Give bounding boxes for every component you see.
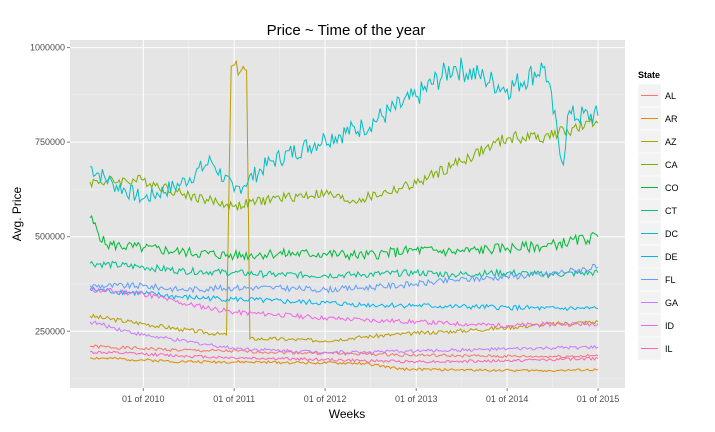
legend-item-id: ID xyxy=(637,313,675,338)
legend-title: State xyxy=(638,70,660,80)
legend-label: AZ xyxy=(665,137,677,147)
y-tick-label: 750000 xyxy=(35,137,65,147)
legend-item-dc: DC xyxy=(637,221,678,246)
legend: State AL AR AZ CA CO CT DC DE FL GA ID IL xyxy=(637,70,679,361)
legend-label: CT xyxy=(665,206,677,216)
series-line-il xyxy=(89,350,599,364)
x-tick-label: 01 of 2010 xyxy=(122,394,165,404)
plot-panel xyxy=(70,40,625,388)
y-axis: 250000 500000 750000 1000000 xyxy=(30,43,70,336)
legend-item-az: AZ xyxy=(637,129,677,154)
y-tick-label: 1000000 xyxy=(30,43,65,53)
x-tick-label: 01 of 2013 xyxy=(395,394,438,404)
series-line-ga xyxy=(89,320,599,355)
series-line-fl xyxy=(89,263,599,294)
x-tick-label: 01 of 2012 xyxy=(304,394,347,404)
y-tick-label: 250000 xyxy=(35,326,65,336)
series-line-ar xyxy=(89,356,599,373)
legend-item-al: AL xyxy=(637,83,676,108)
legend-item-il: IL xyxy=(637,336,673,361)
series-line-dc xyxy=(89,57,599,204)
chart-title: Price ~ Time of the year xyxy=(267,22,426,39)
x-tick-label: 01 of 2014 xyxy=(486,394,529,404)
legend-item-ga: GA xyxy=(637,290,678,315)
legend-items: AL AR AZ CA CO CT DC DE FL GA ID IL xyxy=(637,83,679,361)
y-tick-label: 500000 xyxy=(35,232,65,242)
legend-item-fl: FL xyxy=(637,267,676,292)
legend-item-ar: AR xyxy=(637,106,678,131)
series-lines xyxy=(89,57,599,373)
series-line-co xyxy=(89,214,599,262)
legend-label: CO xyxy=(665,183,679,193)
series-line-ca xyxy=(89,117,599,211)
legend-label: AL xyxy=(665,91,676,101)
legend-item-de: DE xyxy=(637,244,678,269)
legend-label: DC xyxy=(665,229,678,239)
x-axis: 01 of 2010 01 of 2011 01 of 2012 01 of 2013… xyxy=(122,388,619,404)
legend-label: FL xyxy=(665,275,676,285)
series-line-ct xyxy=(89,260,599,280)
y-axis-title: Avg. Price xyxy=(10,186,24,241)
major-gridlines xyxy=(70,40,625,388)
x-axis-title: Weeks xyxy=(329,407,365,421)
series-line-al xyxy=(89,344,599,359)
legend-item-co: CO xyxy=(637,175,679,200)
series-line-id xyxy=(89,286,599,329)
x-tick-label: 01 of 2015 xyxy=(577,394,620,404)
legend-label: IL xyxy=(665,344,673,354)
legend-label: CA xyxy=(665,160,678,170)
legend-label: GA xyxy=(665,298,678,308)
series-line-az xyxy=(89,60,599,343)
legend-label: ID xyxy=(665,321,675,331)
legend-label: DE xyxy=(665,252,678,262)
legend-item-ct: CT xyxy=(637,198,677,223)
legend-label: AR xyxy=(665,114,678,124)
legend-item-ca: CA xyxy=(637,152,678,177)
series-line-de xyxy=(89,286,599,312)
x-tick-label: 01 of 2011 xyxy=(213,394,255,404)
